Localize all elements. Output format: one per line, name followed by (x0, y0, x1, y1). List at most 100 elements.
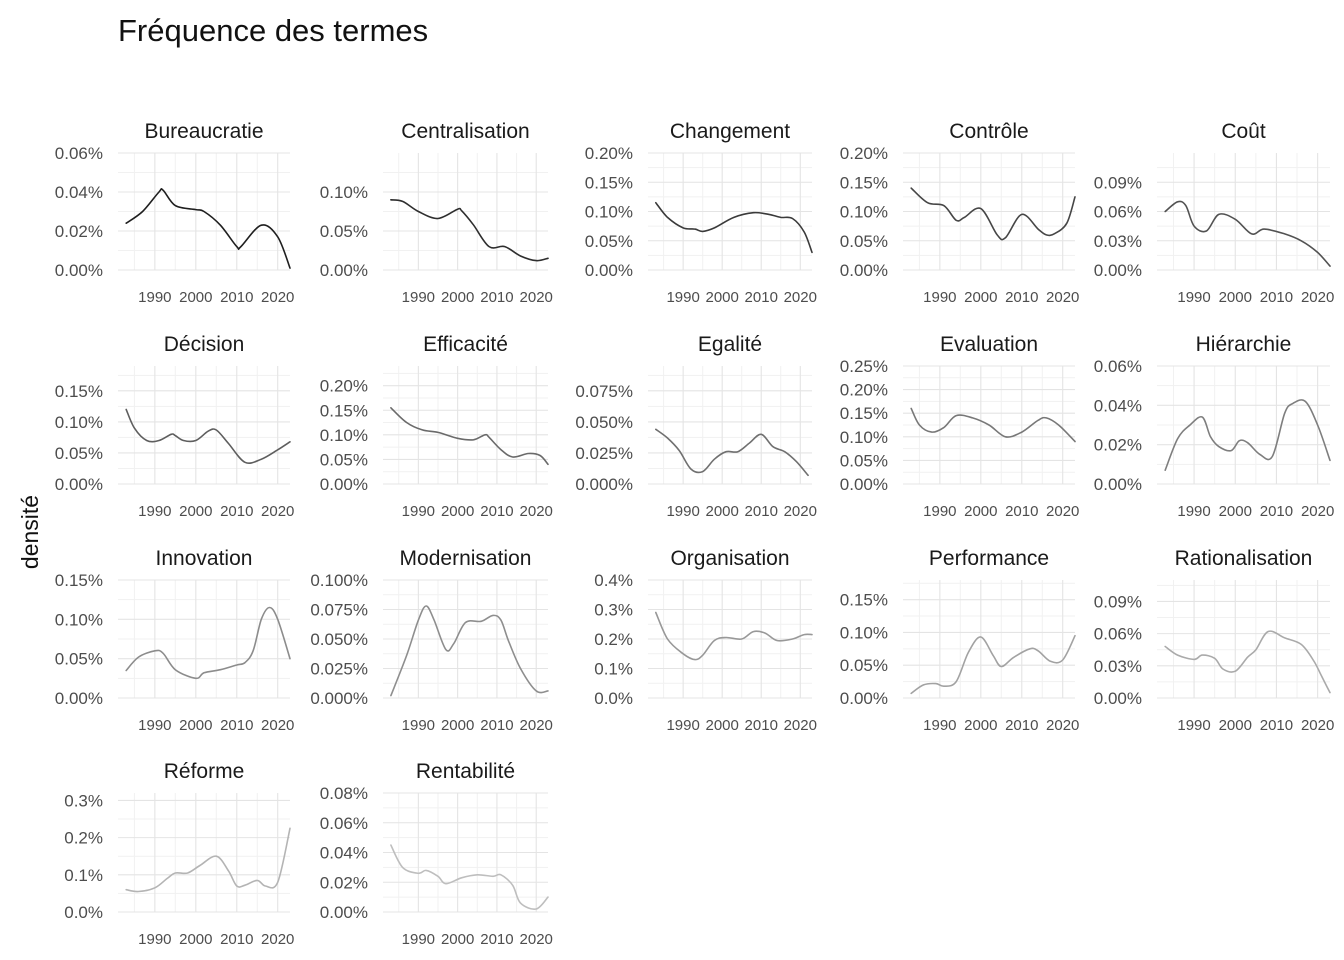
y-tick-label: 0.20% (840, 381, 888, 400)
series-line (390, 199, 549, 262)
y-tick-label: 0.00% (1094, 689, 1142, 708)
x-tick-label: 1990 (138, 931, 171, 948)
series-line (125, 606, 291, 680)
y-tick-label: 0.04% (1094, 396, 1142, 415)
x-tick-label: 1990 (402, 503, 435, 520)
facet-panel: Performance 0.00% 0.05% 0.10% 0.15% 1990 2000 2… (840, 547, 1080, 734)
y-tick-label: 0.15% (55, 382, 103, 401)
x-tick-label: 2010 (220, 503, 253, 520)
y-tick-label: 0.050% (575, 413, 633, 432)
facet-title: Coût (1221, 120, 1266, 143)
x-tick-label: 2020 (520, 931, 553, 948)
y-tick-label: 0.00% (320, 475, 368, 494)
y-tick-label: 0.050% (310, 630, 368, 649)
y-tick-label: 0.20% (320, 377, 368, 396)
x-tick-label: 1990 (666, 717, 699, 734)
x-tick-label: 1990 (666, 289, 699, 306)
x-tick-label: 2020 (261, 717, 294, 734)
y-tick-label: 0.075% (310, 601, 368, 620)
facet-panel: Modernisation 0.000% 0.025% 0.050% 0.075% 0.1… (310, 547, 553, 734)
x-tick-label: 2010 (745, 289, 778, 306)
y-tick-label: 0.00% (840, 261, 888, 280)
x-tick-label: 2010 (745, 503, 778, 520)
x-tick-label: 2020 (261, 931, 294, 948)
facet-panel: Egalité 0.000% 0.025% 0.050% 0.075% 1990 2000 2… (575, 333, 817, 520)
x-tick-label: 2020 (1301, 289, 1334, 306)
x-tick-label: 2000 (179, 717, 212, 734)
y-tick-label: 0.05% (840, 656, 888, 675)
y-tick-label: 0.10% (55, 610, 103, 629)
y-tick-label: 0.075% (575, 382, 633, 401)
facet-title: Rationalisation (1175, 547, 1313, 570)
x-tick-label: 2000 (441, 503, 474, 520)
facet-title: Centralisation (401, 120, 529, 143)
y-tick-label: 0.04% (320, 844, 368, 863)
series-line (1164, 200, 1331, 267)
x-tick-label: 1990 (923, 289, 956, 306)
x-tick-label: 2020 (784, 289, 817, 306)
facet-panel: Efficacité 0.00% 0.05% 0.10% 0.15% 0.20% 1990 2… (320, 333, 553, 520)
y-tick-label: 0.09% (1094, 592, 1142, 611)
facet-panel: Organisation 0.0% 0.1% 0.2% 0.3% 0.4% 1990 2000… (594, 547, 817, 734)
x-tick-label: 2020 (261, 503, 294, 520)
y-tick-label: 0.00% (320, 903, 368, 922)
x-tick-label: 2010 (220, 717, 253, 734)
facet-panel: Bureaucratie 0.00% 0.02% 0.04% 0.06% 1990 2000… (55, 120, 295, 306)
series-line (390, 605, 549, 697)
facet-title: Contrôle (949, 120, 1028, 143)
y-tick-label: 0.000% (575, 475, 633, 494)
y-tick-label: 0.06% (1094, 203, 1142, 222)
x-tick-label: 2000 (706, 717, 739, 734)
x-tick-label: 2000 (441, 289, 474, 306)
x-tick-label: 2020 (261, 289, 294, 306)
y-tick-label: 0.00% (585, 261, 633, 280)
y-tick-label: 0.000% (310, 689, 368, 708)
x-tick-label: 2020 (784, 503, 817, 520)
x-tick-label: 2020 (520, 289, 553, 306)
facet-title: Innovation (156, 547, 253, 570)
x-tick-label: 1990 (138, 503, 171, 520)
y-tick-label: 0.00% (840, 475, 888, 494)
facet-panel: Centralisation 0.00% 0.05% 0.10% 1990 2000 201… (320, 120, 553, 306)
y-tick-label: 0.03% (1094, 232, 1142, 251)
x-tick-label: 2000 (1219, 717, 1252, 734)
x-tick-label: 2020 (520, 717, 553, 734)
facet-panel: Rationalisation 0.00% 0.03% 0.06% 0.09% 1990 2… (1094, 547, 1335, 734)
x-tick-label: 2020 (520, 503, 553, 520)
series-line (390, 407, 549, 466)
x-tick-label: 2000 (964, 289, 997, 306)
series-line (655, 611, 813, 661)
facet-title: Bureaucratie (144, 120, 263, 143)
y-tick-label: 0.00% (55, 689, 103, 708)
x-tick-label: 2000 (179, 931, 212, 948)
facet-title: Changement (670, 120, 790, 143)
x-tick-label: 2010 (480, 717, 513, 734)
x-tick-label: 2000 (1219, 289, 1252, 306)
facet-title: Modernisation (400, 547, 532, 570)
facet-panel: Décision 0.00% 0.05% 0.10% 0.15% 1990 2000 2010… (55, 333, 295, 520)
y-tick-label: 0.06% (1094, 625, 1142, 644)
y-tick-label: 0.04% (55, 183, 103, 202)
y-tick-label: 0.025% (310, 660, 368, 679)
facet-panel: Changement 0.00% 0.05% 0.10% 0.15% 0.20% 1990 2… (585, 120, 817, 306)
y-tick-label: 0.06% (55, 144, 103, 163)
y-tick-label: 0.06% (320, 814, 368, 833)
y-tick-label: 0.08% (320, 784, 368, 803)
y-tick-label: 0.1% (64, 866, 103, 885)
series-line (910, 634, 1076, 695)
facet-title: Hiérarchie (1196, 333, 1292, 356)
y-tick-label: 0.2% (64, 829, 103, 848)
x-tick-label: 2020 (1046, 289, 1079, 306)
x-tick-label: 2010 (745, 717, 778, 734)
x-tick-label: 2020 (1046, 503, 1079, 520)
facet-title: Rentabilité (416, 760, 515, 783)
y-tick-label: 0.15% (585, 173, 633, 192)
x-tick-label: 2000 (1219, 503, 1252, 520)
y-tick-label: 0.15% (840, 591, 888, 610)
series-line (125, 827, 291, 893)
x-tick-label: 2010 (1260, 717, 1293, 734)
y-tick-label: 0.05% (840, 451, 888, 470)
facet-title: Evaluation (940, 333, 1038, 356)
x-tick-label: 1990 (1177, 717, 1210, 734)
series-line (910, 407, 1076, 443)
